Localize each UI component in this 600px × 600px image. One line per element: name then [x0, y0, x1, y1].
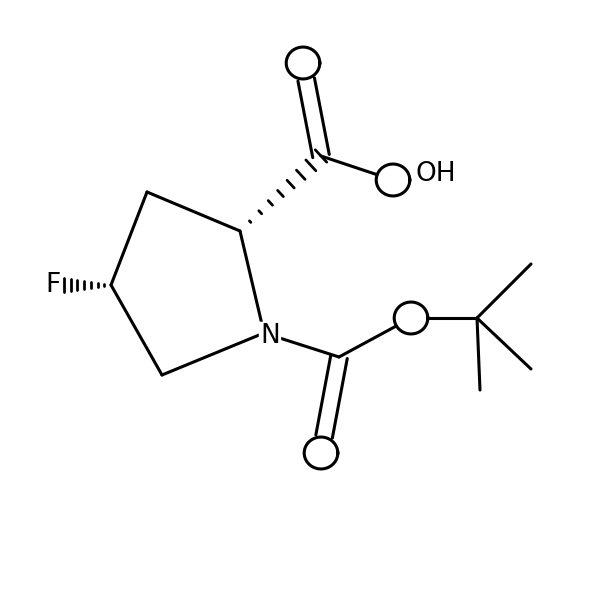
Text: F: F: [45, 272, 60, 298]
Text: N: N: [260, 323, 280, 349]
Text: OH: OH: [416, 161, 457, 187]
